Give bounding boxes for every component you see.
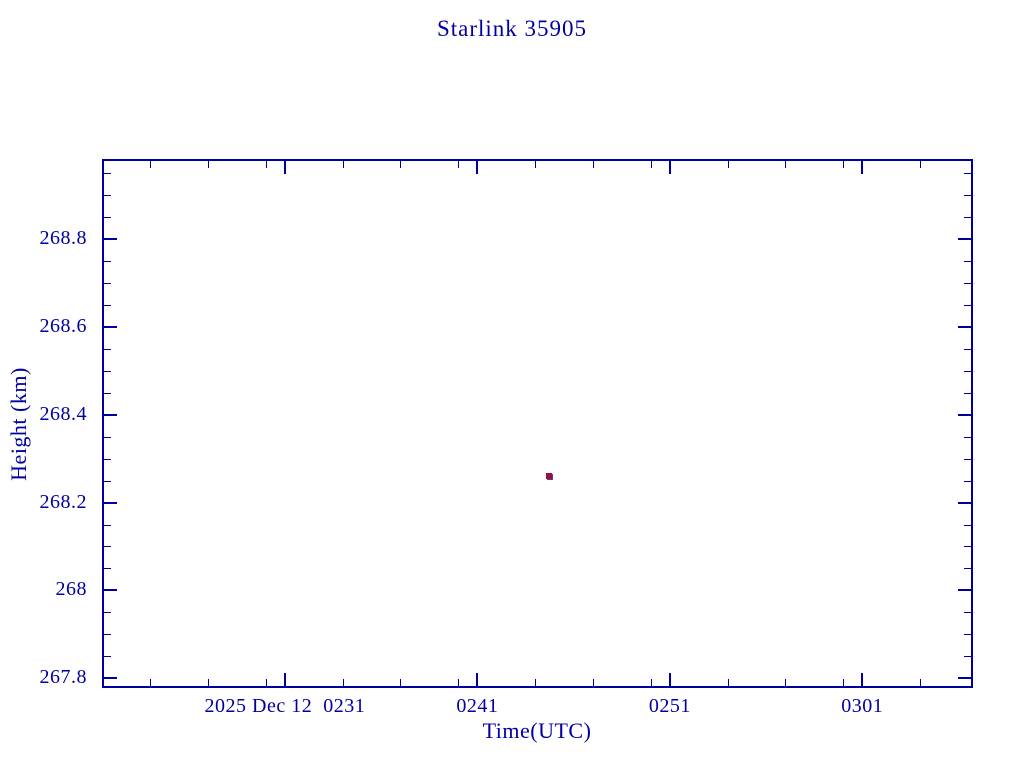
y-minor-tick-left — [103, 568, 111, 570]
x-minor-tick-top — [535, 160, 537, 168]
y-major-tick-right — [958, 238, 972, 241]
x-minor-tick-top — [342, 160, 344, 168]
x-minor-tick-top — [150, 160, 152, 168]
y-minor-tick-left — [103, 414, 111, 416]
x-tick-label: 0251 — [648, 695, 691, 717]
y-tick-label: 268.8 — [39, 227, 87, 250]
y-major-tick-left — [103, 238, 117, 241]
x-minor-tick-bottom — [400, 679, 402, 687]
x-tick-label: 0301 — [841, 695, 884, 717]
y-minor-tick-left — [103, 348, 111, 350]
y-minor-tick-left — [103, 612, 111, 614]
x-minor-tick-bottom — [150, 679, 152, 687]
y-minor-tick-right — [964, 612, 972, 614]
x-major-tick-top — [283, 160, 286, 174]
x-tick-label: 0241 — [456, 695, 499, 717]
y-minor-tick-right — [964, 480, 972, 482]
x-minor-tick-top — [920, 160, 922, 168]
x-minor-tick-top — [727, 160, 729, 168]
y-major-tick-left — [103, 677, 117, 680]
y-tick-label: 267.8 — [39, 666, 87, 689]
y-minor-tick-right — [964, 304, 972, 306]
x-major-tick-bottom — [861, 673, 864, 687]
y-major-tick-right — [958, 677, 972, 680]
y-major-tick-left — [103, 325, 117, 328]
y-minor-tick-left — [103, 261, 111, 262]
y-minor-tick-right — [964, 261, 972, 262]
y-minor-tick-left — [103, 304, 111, 306]
x-minor-tick-bottom — [785, 679, 787, 687]
y-minor-tick-left — [103, 195, 111, 197]
y-minor-tick-right — [964, 436, 972, 438]
x-minor-tick-bottom — [920, 679, 922, 687]
y-minor-tick-right — [964, 173, 972, 175]
y-tick-label: 268 — [55, 578, 87, 601]
y-minor-tick-right — [964, 370, 972, 372]
x-minor-tick-top — [207, 160, 209, 168]
y-minor-tick-right — [964, 348, 972, 350]
data-point — [545, 473, 552, 480]
y-minor-tick-left — [103, 436, 111, 438]
y-minor-tick-left — [103, 546, 111, 548]
x-minor-tick-top — [458, 160, 460, 168]
y-major-tick-right — [958, 501, 972, 504]
x-major-tick-bottom — [476, 673, 479, 687]
y-minor-tick-right — [964, 634, 972, 636]
y-major-tick-right — [958, 325, 972, 328]
x-minor-tick-bottom — [535, 679, 537, 687]
x-axis-title: Time(UTC) — [482, 718, 592, 743]
y-minor-tick-left — [103, 634, 111, 636]
x-minor-tick-top — [843, 160, 845, 168]
y-minor-tick-left — [103, 173, 111, 175]
y-minor-tick-left — [103, 656, 111, 658]
y-minor-tick-left — [103, 458, 111, 460]
x-minor-tick-bottom — [727, 679, 729, 687]
y-minor-tick-left — [103, 282, 111, 284]
x-major-tick-bottom — [668, 673, 671, 687]
y-minor-tick-right — [964, 414, 972, 416]
y-minor-tick-right — [964, 546, 972, 548]
y-tick-label: 268.2 — [39, 490, 87, 513]
plot-area — [102, 159, 973, 688]
x-minor-tick-top — [265, 160, 267, 168]
y-minor-tick-left — [103, 370, 111, 372]
y-minor-tick-right — [964, 524, 972, 526]
y-minor-tick-right — [964, 392, 972, 394]
y-minor-tick-right — [964, 458, 972, 460]
x-minor-tick-top — [592, 160, 594, 168]
y-major-tick-left — [103, 501, 117, 504]
y-minor-tick-right — [964, 656, 972, 658]
x-minor-tick-bottom — [207, 679, 209, 687]
y-tick-label: 268.4 — [39, 402, 87, 425]
x-minor-tick-top — [785, 160, 787, 168]
y-axis-title: Height (km) — [6, 367, 31, 481]
chart-title: Starlink 35905 — [436, 16, 588, 41]
y-minor-tick-left — [103, 480, 111, 482]
x-minor-tick-bottom — [265, 679, 267, 687]
y-minor-tick-left — [103, 217, 111, 219]
x-minor-tick-bottom — [592, 679, 594, 687]
x-major-tick-bottom — [283, 673, 286, 687]
x-major-tick-top — [668, 160, 671, 174]
x-major-tick-top — [861, 160, 864, 174]
y-major-tick-left — [103, 589, 117, 592]
y-major-tick-right — [958, 589, 972, 592]
y-minor-tick-right — [964, 282, 972, 284]
y-tick-label: 268.6 — [39, 314, 87, 337]
x-minor-tick-bottom — [458, 679, 460, 687]
x-minor-tick-bottom — [843, 679, 845, 687]
y-minor-tick-right — [964, 195, 972, 197]
y-minor-tick-left — [103, 392, 111, 394]
x-minor-tick-top — [400, 160, 402, 168]
y-minor-tick-right — [964, 217, 972, 219]
y-minor-tick-right — [964, 568, 972, 570]
y-minor-tick-left — [103, 524, 111, 526]
x-tick-label: 2025 Dec 12 0231 — [204, 695, 366, 717]
x-minor-tick-top — [650, 160, 652, 168]
x-major-tick-top — [476, 160, 479, 174]
x-minor-tick-bottom — [342, 679, 344, 687]
x-minor-tick-bottom — [650, 679, 652, 687]
